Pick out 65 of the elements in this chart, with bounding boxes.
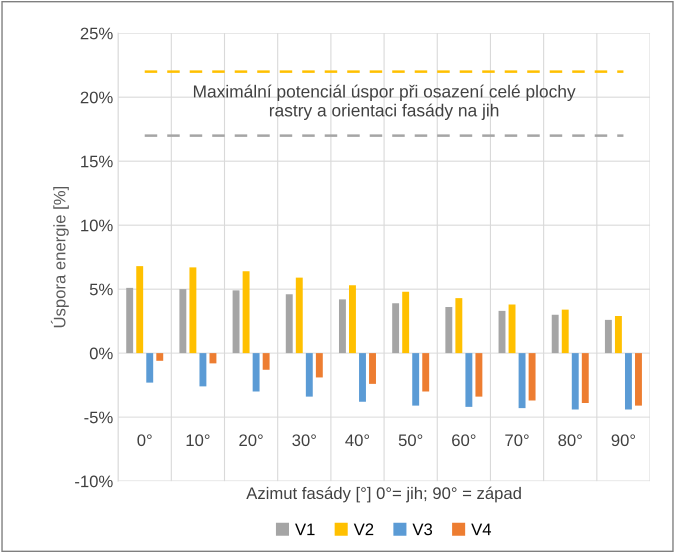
y-tick-label: 20% — [80, 92, 113, 104]
x-tick-label: 50° — [398, 434, 422, 446]
bar — [455, 298, 462, 354]
bar — [262, 353, 270, 370]
bar — [189, 267, 196, 354]
bar — [624, 353, 632, 410]
bar — [209, 353, 216, 364]
bar — [146, 353, 154, 383]
x-tick-label: 20° — [239, 434, 263, 446]
bar — [445, 307, 452, 354]
bar — [475, 353, 482, 397]
bar — [582, 353, 589, 404]
bar — [156, 353, 164, 361]
bar — [518, 353, 526, 408]
bar — [136, 266, 144, 354]
legend-label: V1 — [295, 524, 315, 536]
bar — [306, 353, 313, 397]
bar — [614, 316, 622, 354]
y-tick-label: 15% — [81, 156, 113, 168]
bar — [199, 353, 206, 386]
x-tick-label: 60° — [452, 434, 476, 446]
bar — [552, 314, 559, 354]
bar — [508, 304, 516, 354]
bar — [232, 290, 240, 354]
y-tick-label: -10% — [75, 476, 113, 488]
bar — [412, 353, 420, 406]
bar — [572, 353, 579, 410]
y-tick-label: 10% — [81, 220, 113, 232]
bar — [402, 292, 410, 354]
x-tick-label: 90° — [612, 434, 636, 446]
bar — [286, 294, 293, 354]
bar — [296, 278, 303, 354]
y-tick-label: 5% — [90, 284, 113, 296]
bar — [338, 299, 346, 354]
bar — [369, 353, 376, 384]
bar — [392, 303, 400, 354]
bar — [179, 289, 186, 354]
legend-label: V2 — [354, 523, 374, 536]
bar — [635, 353, 642, 406]
x-tick-label: 40° — [345, 434, 370, 446]
bar — [498, 310, 506, 354]
y-tick-label: 25% — [80, 28, 113, 40]
y-tick-label: 0% — [90, 348, 113, 360]
bar — [316, 353, 323, 378]
x-tick-label: 0° — [137, 434, 152, 446]
x-tick-label: 10° — [186, 434, 210, 446]
legend-label: V3 — [412, 523, 432, 536]
x-tick-label: 80° — [558, 434, 582, 446]
bar — [359, 353, 366, 402]
bar — [528, 353, 536, 400]
annotation: Maximální potenciál úspor při osazení celé plochy rastry a orientaci fasády na jih — [194, 84, 576, 120]
x-tick-label: 30° — [292, 434, 316, 446]
bar — [126, 288, 134, 354]
x-axis-title: Azimut fasády [°] 0°= jih; 90° = západ — [246, 486, 521, 502]
legend-label: V4 — [471, 524, 492, 536]
bar — [349, 285, 356, 354]
bar — [604, 320, 612, 354]
y-tick-label: -5% — [84, 412, 113, 424]
x-tick-label: 70° — [505, 434, 529, 446]
y-axis-title: Úspora energie [%] — [50, 186, 69, 328]
bar — [242, 271, 250, 354]
bar — [422, 353, 430, 392]
bar — [465, 353, 472, 407]
bar — [562, 310, 569, 354]
bar — [252, 353, 260, 392]
